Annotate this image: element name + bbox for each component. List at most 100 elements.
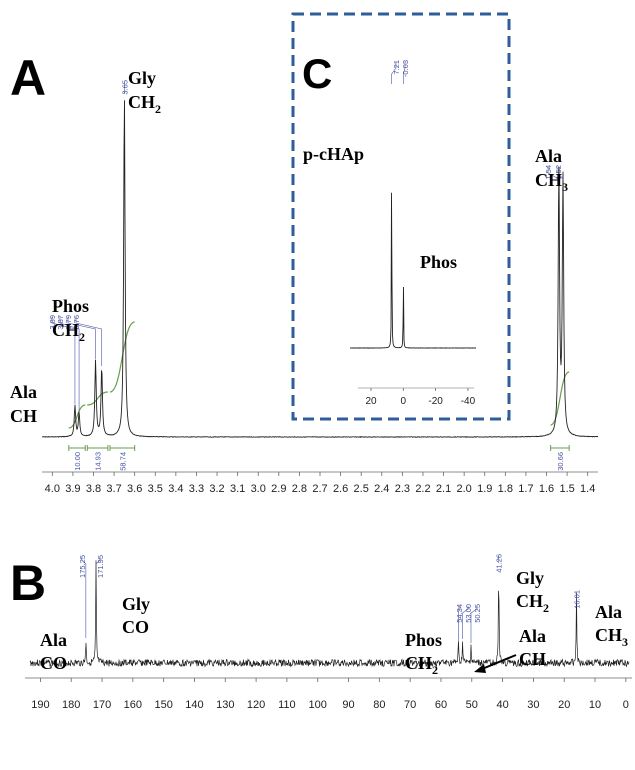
svg-text:10.00: 10.00 [73,452,82,471]
svg-text:90: 90 [342,699,354,711]
c-assignments: p-cHAp Phos [303,144,457,272]
svg-text:Phos: Phos [52,296,89,316]
svg-text:CH2: CH2 [128,92,161,116]
svg-text:2.1: 2.1 [436,483,451,495]
svg-text:1.52: 1.52 [554,165,563,180]
b-x-ticks: 190 180 170 160 150 140 130 120 110 100 90 80 70 60 50… [31,678,629,711]
arrow-icon [474,654,517,673]
x-tick: 1.5 [559,472,575,495]
svg-text:Ala: Ala [10,382,37,402]
svg-text:p-cHAp: p-cHAp [303,144,364,164]
svg-text:175.25: 175.25 [78,555,87,578]
svg-text:180: 180 [62,699,80,711]
svg-text:CH: CH [10,406,37,426]
svg-text:CH2: CH2 [516,591,549,615]
svg-text:CH: CH [519,649,546,669]
svg-text:2.9: 2.9 [271,483,286,495]
peak-label: 7.21 [391,60,401,84]
svg-text:2.3: 2.3 [395,483,410,495]
x-tick: 70 [404,678,416,711]
x-tick: 2.6 [333,472,348,495]
integration-bar: 10.00 [68,445,86,471]
svg-text:2.5: 2.5 [354,483,369,495]
svg-text:3.7: 3.7 [106,483,121,495]
peak-label: 3.76 [72,315,103,366]
svg-text:3.9: 3.9 [65,483,80,495]
peak-label: 175.25 [78,555,87,638]
x-tick: 3.3 [189,472,204,495]
x-tick: 120 [247,678,265,711]
peak-label: 3.79 [64,315,96,360]
c-x-ticks: 20 0 -20 -40 [358,387,476,407]
x-tick: 0 [401,388,407,407]
a-peak-labels: 3.89 3.87 3.79 3.76 3.65 1.54 1.52 [48,80,564,411]
x-tick: 3.2 [209,472,225,495]
svg-text:1.9: 1.9 [477,483,492,495]
svg-text:16.01: 16.01 [573,590,582,609]
svg-text:CH2: CH2 [52,320,85,344]
svg-text:3.3: 3.3 [189,483,204,495]
x-tick: 3.7 [106,472,122,495]
svg-text:14.93: 14.93 [94,452,103,471]
x-tick: 3.8 [86,472,101,495]
x-tick: -20 [428,388,443,407]
x-tick: -40 [461,388,476,407]
x-tick: 2.8 [292,472,307,495]
x-tick: 2.1 [436,472,451,495]
x-tick: 150 [154,678,173,711]
x-tick: 2.4 [374,472,389,495]
peak-label: 171.95 [95,555,105,578]
assignment-label: Ala CH [519,626,546,669]
assignment-label: Phos CH2 [405,630,442,677]
svg-text:70: 70 [404,699,416,711]
assignment-label: Gly CH2 [516,568,549,615]
integral-curve [550,371,570,426]
svg-text:20: 20 [558,699,570,711]
svg-text:10: 10 [589,699,601,711]
a-spectrum-trace [42,100,599,438]
svg-text:2.8: 2.8 [292,483,307,495]
x-tick: 4.0 [45,472,60,495]
svg-text:170: 170 [93,699,111,711]
svg-text:Phos: Phos [420,252,457,272]
x-tick: 90 [342,678,355,711]
svg-text:30.66: 30.66 [556,452,565,471]
panel-letter-c: C [302,50,332,97]
svg-text:130: 130 [216,699,234,711]
x-tick: 10 [589,678,601,711]
c-spectrum-trace [349,192,476,349]
assignment-label: Ala CH [10,382,37,426]
peak-label: 1.54 [544,165,560,180]
svg-text:Ala: Ala [40,630,67,650]
x-tick: 1.9 [477,472,492,495]
x-tick: 40 [496,678,509,711]
svg-text:150: 150 [154,699,172,711]
svg-text:20: 20 [365,396,377,407]
svg-text:CO: CO [40,653,67,673]
x-tick: 3.1 [230,472,245,495]
svg-text:3.87: 3.87 [56,315,65,330]
b-spectrum-trace [29,560,630,668]
svg-text:-40: -40 [461,396,476,407]
svg-text:1.5: 1.5 [559,483,574,495]
svg-text:3.6: 3.6 [127,483,142,495]
x-tick: 180 [62,678,80,711]
svg-text:CH2: CH2 [405,653,438,677]
x-tick: 3.9 [65,472,81,495]
x-tick: 2.7 [312,472,328,495]
svg-text:4.0: 4.0 [45,483,60,495]
svg-text:CH3: CH3 [595,625,628,649]
peak-label: 53.00 [462,604,473,639]
svg-text:3.5: 3.5 [148,483,163,495]
svg-text:Gly: Gly [122,594,150,614]
svg-text:2.6: 2.6 [333,483,348,495]
svg-text:58.74: 58.74 [118,452,127,471]
integration-bar: 58.74 [109,445,136,471]
svg-text:-20: -20 [428,396,443,407]
assignment-label: Phos CH2 [52,296,89,344]
c-peak-labels: 7.21 -0.03 [391,60,410,84]
svg-text:40: 40 [496,699,508,711]
x-tick: 2.9 [271,472,286,495]
